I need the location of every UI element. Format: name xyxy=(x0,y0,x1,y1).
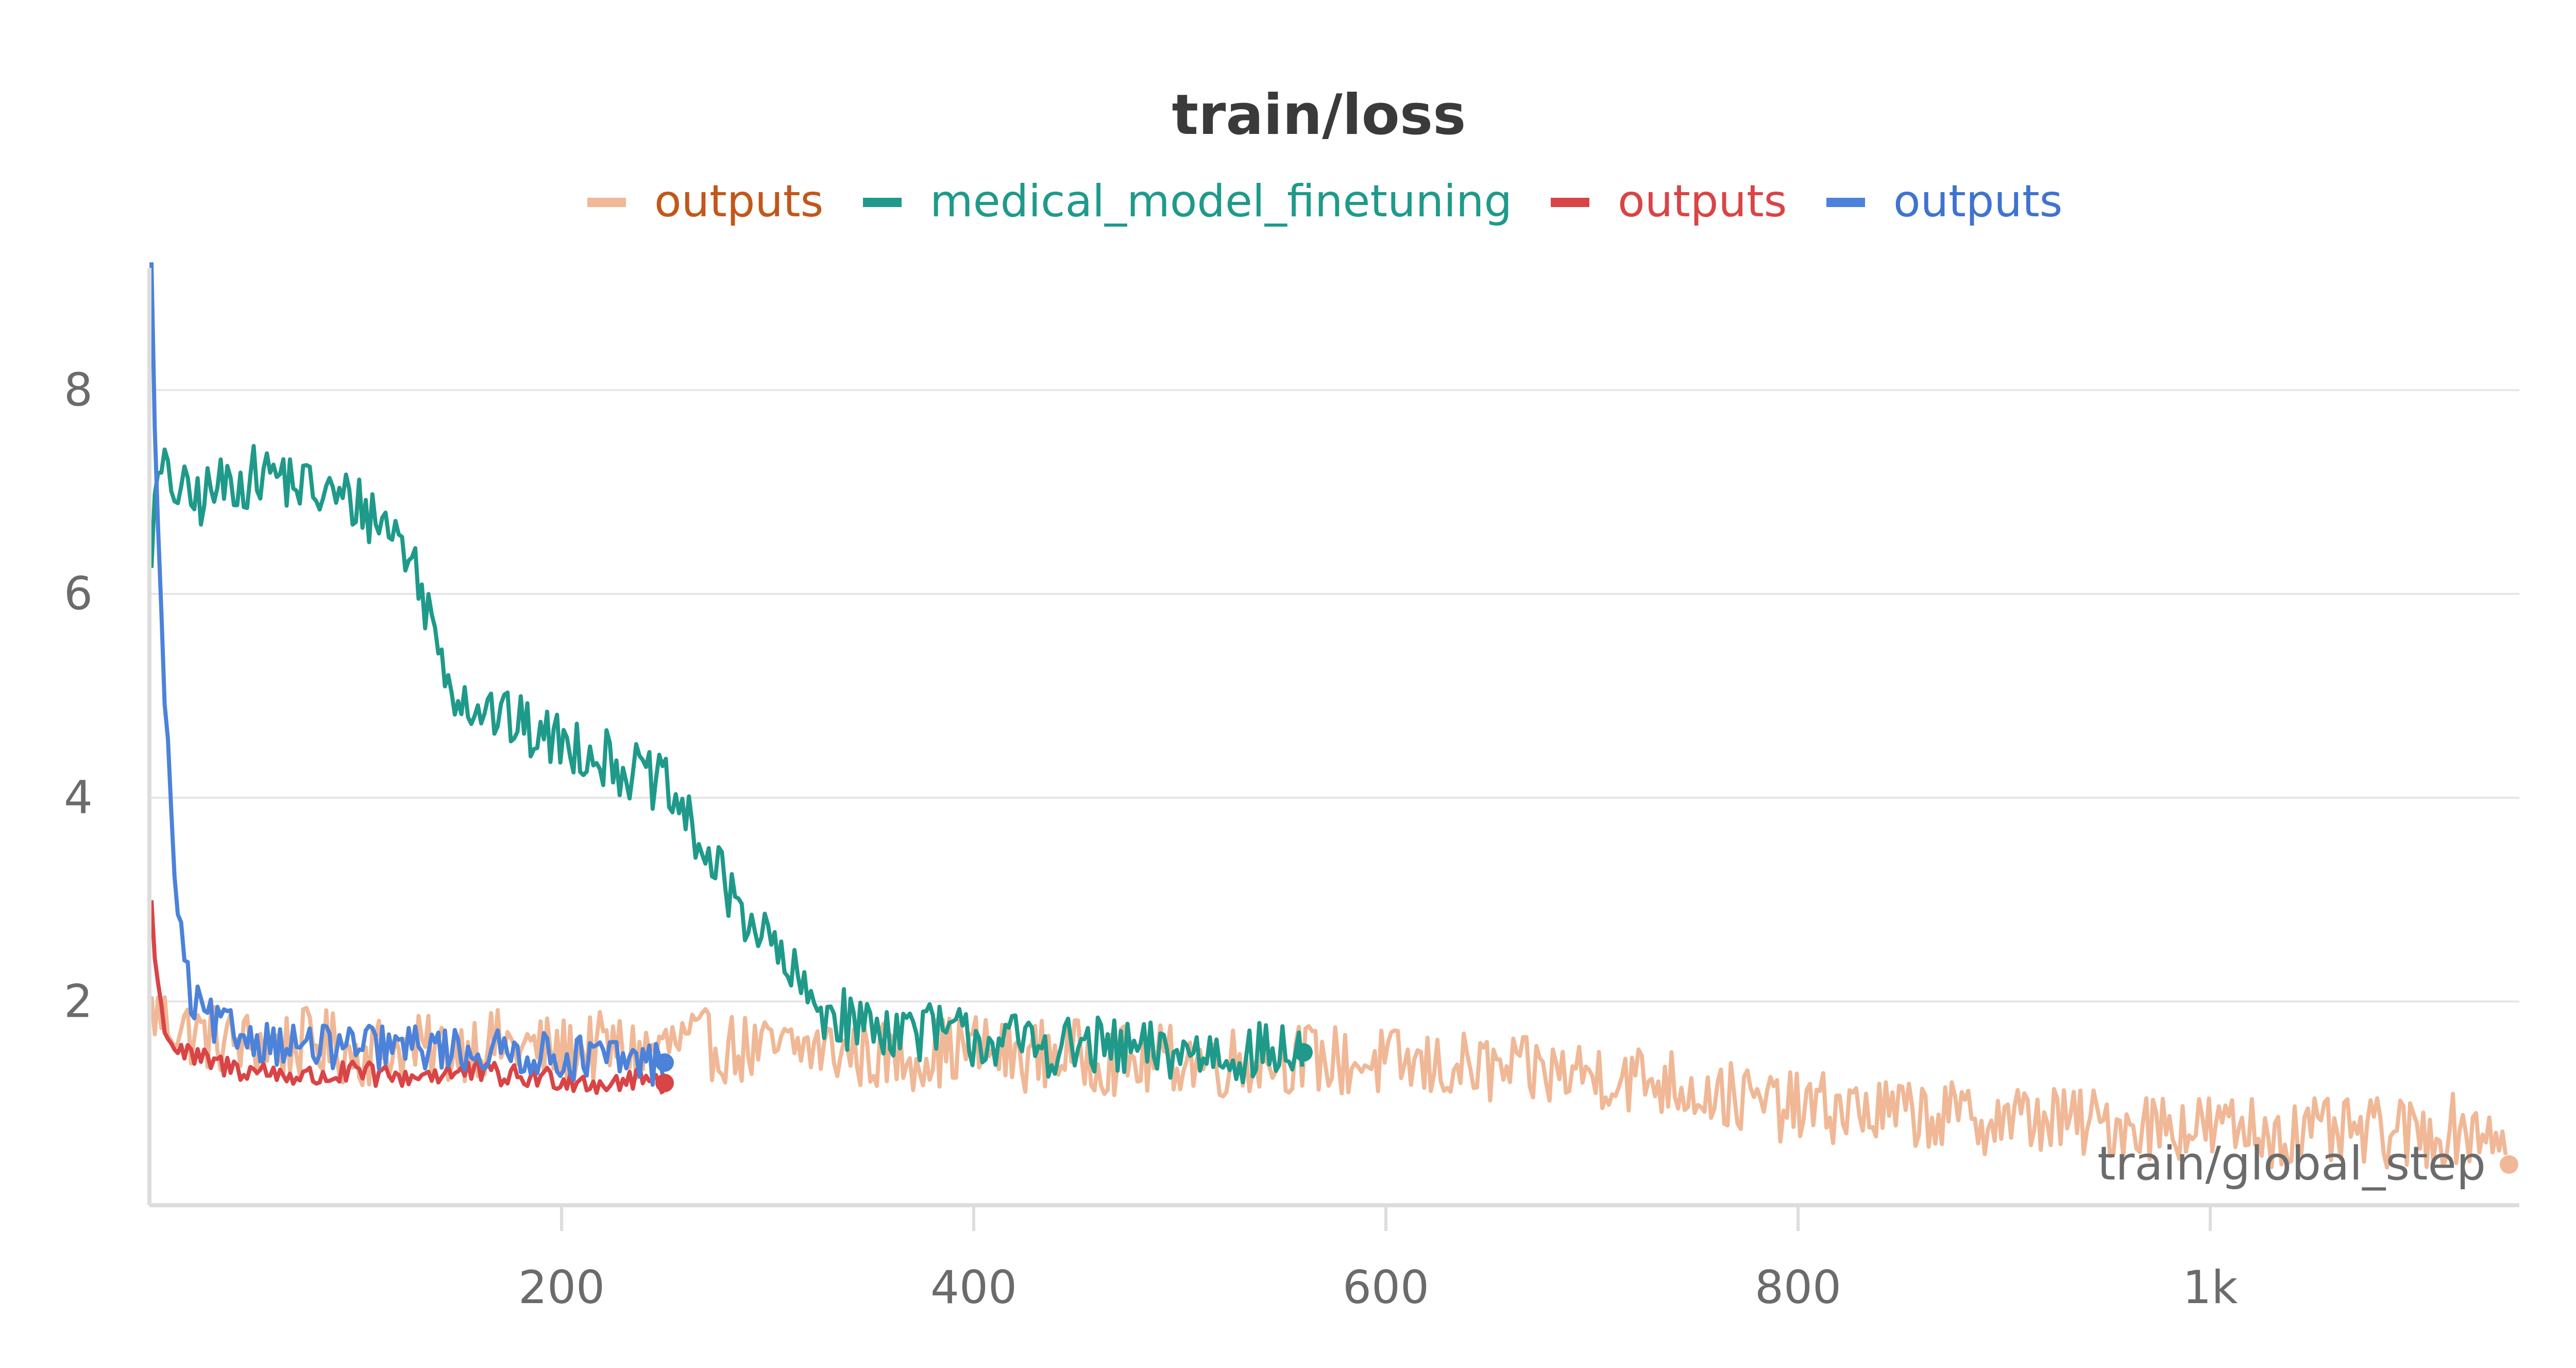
series-line-outputs-3 xyxy=(149,262,665,1087)
y-tick-label-2: 2 xyxy=(64,974,93,1028)
legend-label-outputs-3: outputs xyxy=(1893,176,2062,227)
legend-label-outputs-1: outputs xyxy=(654,176,823,227)
axes xyxy=(147,268,2519,1207)
legend: outputs medical_model_finetuning outputs… xyxy=(587,176,2062,227)
series-endpoint-medical-model-finetuning xyxy=(1294,1043,1313,1062)
x-axis-ticks: 200 400 600 800 1k xyxy=(518,1205,2238,1314)
series-endpoint-outputs-2 xyxy=(655,1073,674,1092)
chart-title: train/loss xyxy=(1172,83,1466,147)
series-endpoint-outputs-3 xyxy=(655,1053,674,1072)
series-endpoint-outputs-1 xyxy=(2500,1155,2518,1174)
x-tick-label-600: 600 xyxy=(1343,1261,1429,1314)
y-axis-ticks: 2 4 6 8 xyxy=(64,363,93,1028)
x-tick-label-800: 800 xyxy=(1755,1261,1841,1314)
x-axis-label: train/global_step xyxy=(2097,1137,2486,1191)
x-tick-label-400: 400 xyxy=(930,1261,1017,1314)
y-tick-label-6: 6 xyxy=(64,567,93,620)
x-tick-label-1k: 1k xyxy=(2183,1261,2238,1314)
legend-label-medical-model-finetuning: medical_model_finetuning xyxy=(930,176,1512,227)
series-line-medical-model-finetuning xyxy=(149,443,1304,1085)
series-line-outputs-2 xyxy=(149,900,665,1095)
y-tick-label-4: 4 xyxy=(64,771,93,824)
series-layer xyxy=(149,262,2518,1174)
x-tick-label-200: 200 xyxy=(518,1261,605,1314)
legend-label-outputs-2: outputs xyxy=(1618,176,1787,227)
gridlines xyxy=(149,389,2519,1003)
y-tick-label-8: 8 xyxy=(64,363,93,416)
